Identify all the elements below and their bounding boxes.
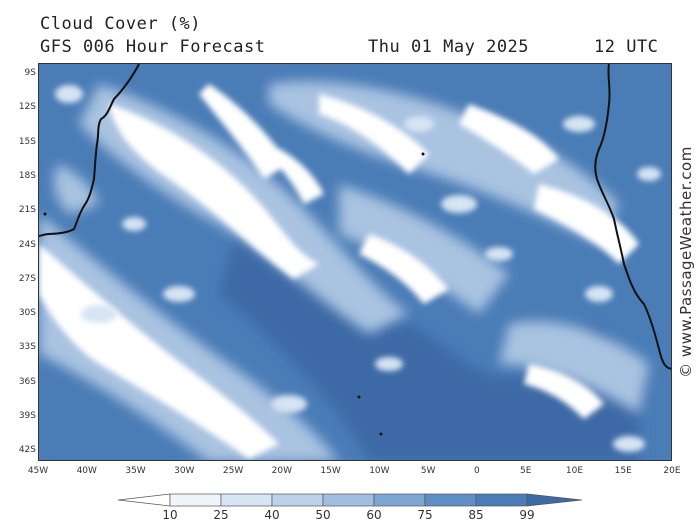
legend-colorbar — [118, 493, 582, 507]
site-watermark: © www.PassageWeather.com — [677, 146, 695, 378]
legend-label-25: 25 — [213, 508, 229, 522]
cloud-cover-map[interactable] — [38, 63, 672, 461]
lon-label-5e: 5E — [519, 466, 532, 476]
legend-swatch-3 — [271, 493, 324, 507]
lon-label-15e: 15E — [614, 466, 632, 476]
legend-swatch-4 — [322, 493, 375, 507]
legend-swatch-2 — [220, 493, 273, 507]
lat-label-42s: 42S — [18, 445, 36, 456]
island-ascension — [421, 152, 425, 156]
island-tristan — [357, 395, 361, 399]
lon-label-45w: 45W — [27, 466, 49, 476]
legend-label-60: 60 — [366, 508, 382, 522]
lon-label-15w: 15W — [320, 466, 341, 476]
cloud-cells — [55, 85, 661, 452]
lat-label-9s: 9S — [24, 68, 36, 78]
map-canvas — [39, 64, 671, 460]
legend-swatch-1 — [169, 493, 222, 507]
lat-label-36s: 36S — [18, 376, 36, 387]
africa-coastline — [594, 64, 671, 370]
legend-label-50: 50 — [315, 508, 331, 522]
cloud-masses-white — [39, 84, 639, 459]
lon-label-40w: 40W — [76, 466, 97, 476]
lat-label-21s: 21S — [18, 205, 36, 216]
lat-label-15s: 15S — [18, 136, 36, 147]
legend-swatch-7 — [475, 493, 528, 507]
island-gough — [379, 432, 383, 436]
lat-label-24s: 24S — [18, 239, 36, 250]
forecast-time: 12 UTC — [594, 37, 659, 57]
lat-label-27s: 27S — [18, 273, 36, 284]
lon-label-20e: 20E — [663, 466, 681, 476]
map-title: Cloud Cover (%) — [40, 14, 202, 34]
legend-swatch-8 — [526, 493, 582, 507]
legend-swatch-6 — [424, 493, 477, 507]
legend-label-99: 99 — [519, 508, 535, 522]
lon-label-10e: 10E — [565, 466, 584, 476]
lat-label-18s: 18S — [18, 170, 36, 181]
lat-label-39s: 39S — [18, 411, 36, 421]
legend-swatch-0 — [118, 493, 171, 507]
legend-label-75: 75 — [417, 508, 433, 522]
lat-label-12s: 12S — [18, 102, 36, 113]
lon-label-25w: 25W — [222, 466, 244, 476]
lon-label-20w: 20W — [271, 466, 293, 476]
lon-label-0: 0 — [474, 466, 480, 476]
lon-label-10w: 10W — [369, 466, 390, 476]
legend-label-40: 40 — [264, 508, 280, 522]
island-trindade — [43, 212, 47, 216]
lat-label-30s: 30S — [18, 308, 36, 319]
legend-label-85: 85 — [468, 508, 484, 522]
forecast-date: Thu 01 May 2025 — [368, 37, 530, 57]
legend-swatch-5 — [373, 493, 426, 507]
lon-label-35w: 35W — [125, 466, 146, 476]
lat-label-33s: 33S — [18, 342, 36, 353]
legend-label-10: 10 — [162, 508, 178, 522]
lon-label-5w: 5W — [420, 466, 436, 476]
south-america-coastline — [39, 64, 140, 237]
forecast-subtitle: GFS 006 Hour Forecast — [40, 37, 266, 57]
lon-label-30w: 30W — [174, 466, 195, 476]
